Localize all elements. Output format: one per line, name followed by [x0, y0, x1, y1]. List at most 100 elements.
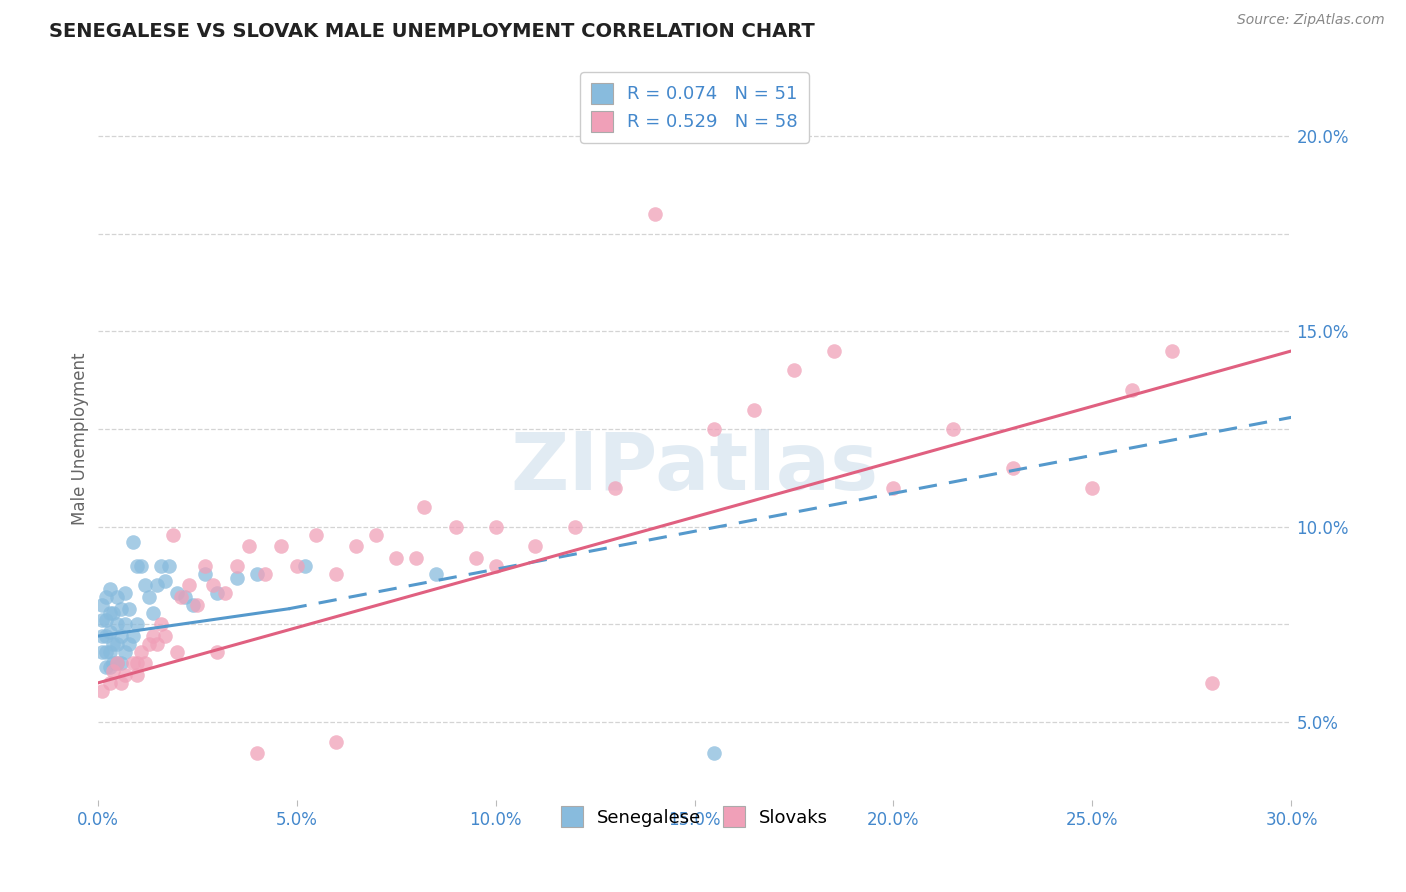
Point: [385, 551, 408, 566]
Point: [742, 402, 765, 417]
Point: [225, 570, 247, 584]
Point: [246, 747, 269, 761]
Point: [122, 629, 145, 643]
Point: [142, 606, 165, 620]
Point: [214, 586, 236, 600]
Point: [344, 539, 367, 553]
Point: [127, 617, 149, 632]
Point: [98, 625, 121, 640]
Point: [94, 660, 117, 674]
Point: [103, 637, 125, 651]
Point: [103, 657, 125, 671]
Point: [146, 637, 169, 651]
Point: [150, 617, 173, 632]
Point: [1121, 383, 1143, 397]
Point: [194, 558, 217, 573]
Point: [294, 558, 316, 573]
Point: [524, 539, 547, 553]
Point: [114, 645, 136, 659]
Point: [783, 363, 806, 377]
Point: [94, 629, 117, 643]
Point: [110, 676, 132, 690]
Point: [138, 637, 160, 651]
Point: [703, 747, 725, 761]
Point: [98, 645, 121, 659]
Point: [90, 598, 112, 612]
Point: [823, 343, 845, 358]
Point: [464, 551, 486, 566]
Point: [146, 578, 169, 592]
Point: [94, 590, 117, 604]
Point: [412, 500, 434, 515]
Point: [107, 657, 129, 671]
Point: [118, 637, 141, 651]
Point: [134, 657, 156, 671]
Text: Source: ZipAtlas.com: Source: ZipAtlas.com: [1237, 13, 1385, 28]
Point: [107, 590, 129, 604]
Point: [127, 558, 149, 573]
Point: [253, 566, 276, 581]
Point: [186, 598, 208, 612]
Point: [122, 657, 145, 671]
Point: [90, 614, 112, 628]
Point: [238, 539, 260, 553]
Point: [1201, 676, 1223, 690]
Point: [603, 481, 626, 495]
Point: [114, 586, 136, 600]
Legend: Senegalese, Slovaks: Senegalese, Slovaks: [554, 799, 835, 835]
Point: [98, 660, 121, 674]
Point: [118, 601, 141, 615]
Point: [177, 578, 200, 592]
Point: [270, 539, 292, 553]
Point: [166, 586, 188, 600]
Point: [107, 657, 129, 671]
Point: [194, 566, 217, 581]
Point: [703, 422, 725, 436]
Point: [564, 520, 586, 534]
Point: [138, 590, 160, 604]
Point: [122, 535, 145, 549]
Point: [325, 734, 347, 748]
Point: [644, 207, 666, 221]
Point: [246, 566, 269, 581]
Point: [484, 558, 506, 573]
Point: [90, 629, 112, 643]
Point: [98, 582, 121, 597]
Text: ZIPatlas: ZIPatlas: [510, 429, 879, 507]
Point: [155, 574, 177, 589]
Point: [444, 520, 467, 534]
Point: [127, 657, 149, 671]
Point: [181, 598, 204, 612]
Point: [170, 590, 193, 604]
Y-axis label: Male Unemployment: Male Unemployment: [72, 352, 89, 525]
Point: [201, 578, 224, 592]
Point: [98, 676, 121, 690]
Point: [134, 578, 156, 592]
Point: [225, 558, 247, 573]
Point: [205, 645, 228, 659]
Point: [107, 617, 129, 632]
Point: [205, 586, 228, 600]
Point: [325, 566, 347, 581]
Point: [285, 558, 308, 573]
Point: [882, 481, 904, 495]
Point: [1161, 343, 1184, 358]
Point: [94, 614, 117, 628]
Point: [142, 629, 165, 643]
Point: [942, 422, 965, 436]
Point: [1001, 461, 1024, 475]
Point: [162, 527, 184, 541]
Point: [90, 683, 112, 698]
Point: [166, 645, 188, 659]
Point: [103, 606, 125, 620]
Point: [131, 645, 153, 659]
Point: [174, 590, 197, 604]
Point: [127, 668, 149, 682]
Text: SENEGALESE VS SLOVAK MALE UNEMPLOYMENT CORRELATION CHART: SENEGALESE VS SLOVAK MALE UNEMPLOYMENT C…: [49, 22, 815, 41]
Point: [98, 606, 121, 620]
Point: [103, 665, 125, 679]
Point: [484, 520, 506, 534]
Point: [114, 668, 136, 682]
Point: [131, 558, 153, 573]
Point: [305, 527, 328, 541]
